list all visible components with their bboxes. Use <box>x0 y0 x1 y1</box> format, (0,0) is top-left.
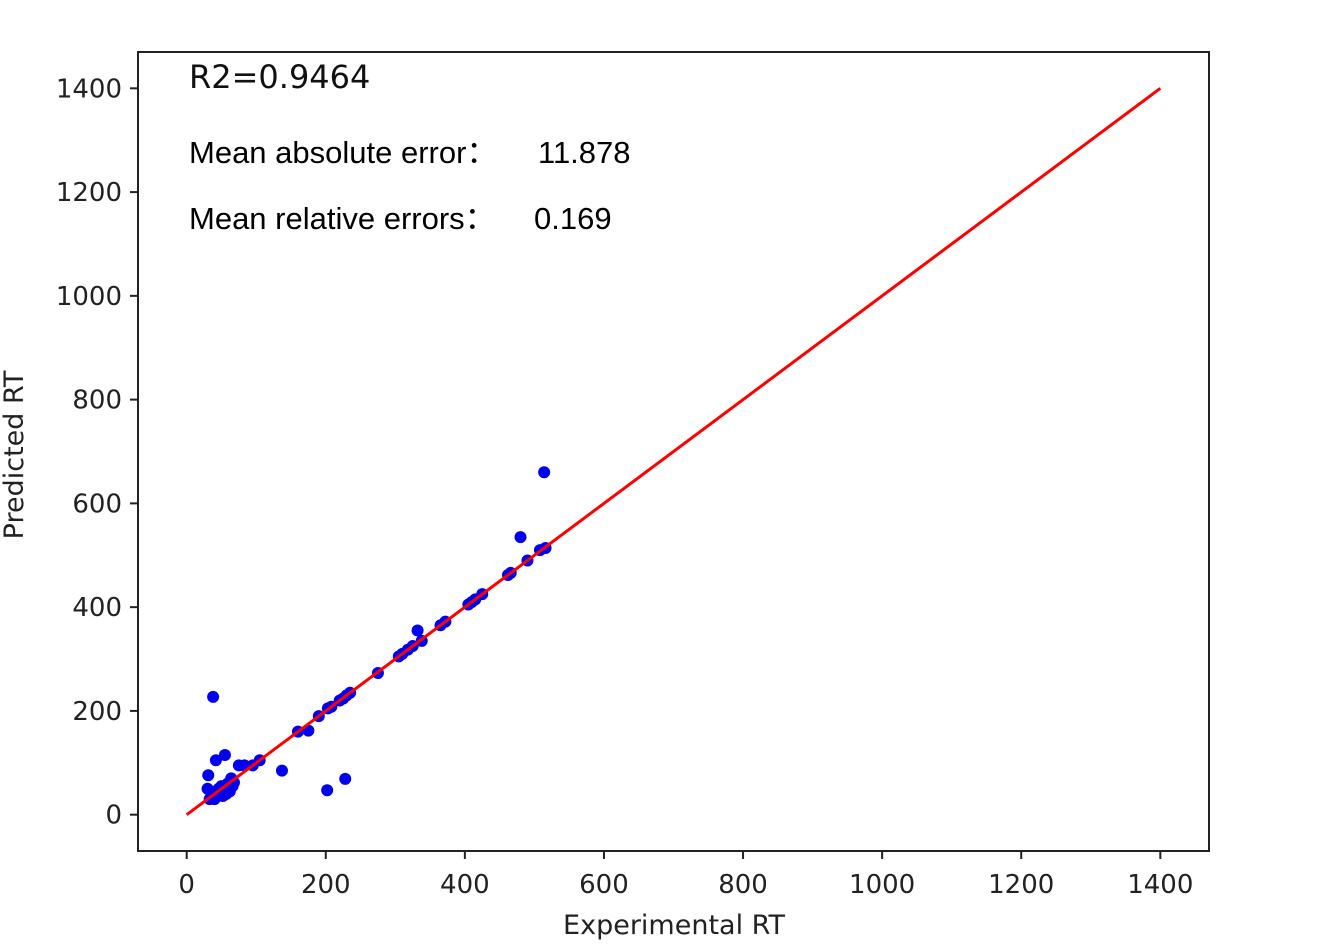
data-point <box>339 772 352 785</box>
r2-annotation: R2=0.9464 <box>189 58 370 96</box>
mae-value: 11.878 <box>538 135 631 170</box>
identity-line <box>185 87 1162 816</box>
mre-value: 0.169 <box>534 201 612 236</box>
x-tick-label: 1200 <box>988 870 1054 900</box>
mre-label: Mean relative errors： <box>189 201 496 236</box>
data-point <box>202 769 215 782</box>
x-tick-label: 1000 <box>849 870 915 900</box>
y-tick-label: 600 <box>72 489 122 519</box>
x-tick-label: 800 <box>718 870 768 900</box>
x-tick-label: 200 <box>301 870 351 900</box>
data-point <box>321 784 334 797</box>
y-axis-label: Predicted RT <box>0 370 30 539</box>
identity-line-group <box>185 87 1162 816</box>
x-axis-ticks: 0 200 400 600 800 1000 1200 1400 <box>178 851 1193 900</box>
data-point <box>207 690 220 703</box>
y-tick-label: 800 <box>72 386 122 416</box>
data-point <box>227 776 240 789</box>
x-tick-label: 0 <box>178 870 195 900</box>
x-axis-label: Experimental RT <box>563 910 785 941</box>
y-tick-label: 200 <box>72 697 122 727</box>
y-tick-label: 1000 <box>56 282 122 312</box>
data-point <box>218 749 231 762</box>
data-point <box>209 754 222 767</box>
y-tick-label: 1400 <box>56 74 122 104</box>
data-point <box>275 764 288 777</box>
y-tick-label: 0 <box>105 801 122 831</box>
y-axis-ticks: 0 200 400 600 800 1000 1200 1400 <box>56 74 138 831</box>
y-tick-label: 1200 <box>56 178 122 208</box>
mae-label: Mean absolute error： <box>189 135 497 170</box>
data-point <box>514 531 527 544</box>
data-point <box>411 624 424 637</box>
x-tick-label: 1400 <box>1127 870 1193 900</box>
y-tick-label: 400 <box>72 593 122 623</box>
x-tick-label: 400 <box>440 870 490 900</box>
x-tick-label: 600 <box>579 870 629 900</box>
data-point <box>538 466 551 479</box>
